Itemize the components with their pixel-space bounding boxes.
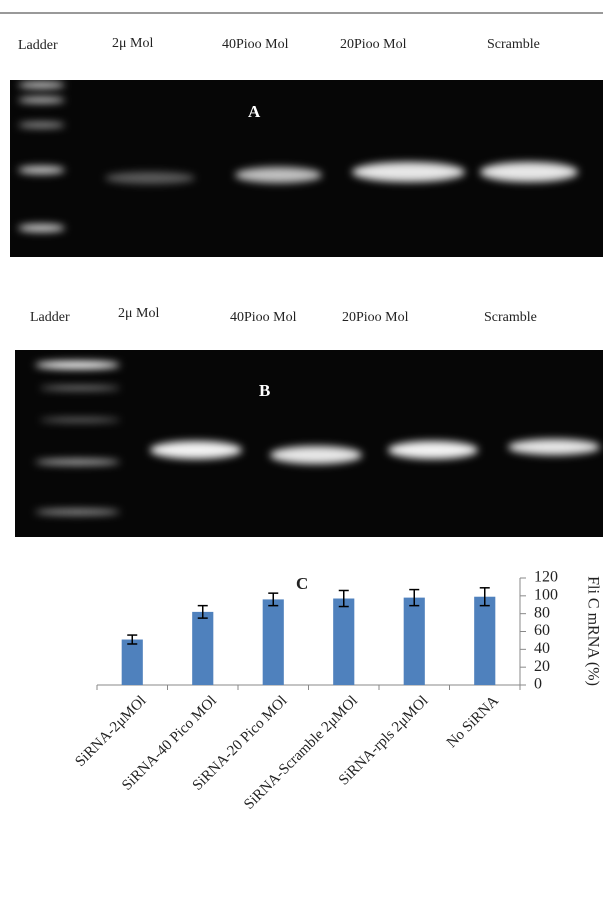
gel-band — [270, 446, 362, 464]
gel-band — [508, 439, 600, 455]
y-tick-label: 80 — [534, 604, 550, 621]
gel-band — [40, 386, 120, 390]
y-tick-label: 60 — [534, 622, 550, 639]
x-tick-label: No SiRNA — [444, 693, 502, 751]
gel-band — [352, 162, 465, 182]
panel-label: A — [248, 102, 261, 121]
lane-label: 2μ Mol — [118, 306, 159, 321]
gel-band — [235, 167, 322, 183]
gel-band — [105, 172, 195, 184]
gel-band — [480, 162, 578, 182]
y-tick-label: 0 — [534, 676, 542, 693]
bar — [333, 598, 355, 685]
y-tick-label: 40 — [534, 640, 550, 657]
x-tick-label: SiRNA-Scramble 2μMOl — [241, 693, 361, 813]
panel-label: C — [296, 574, 308, 593]
lane-label: Scramble — [487, 37, 540, 52]
bar — [474, 596, 496, 685]
lane-label: Ladder — [30, 310, 70, 325]
gel-band — [18, 166, 65, 174]
lane-label: 20Pioo Mol — [340, 37, 407, 52]
y-axis-label: Fli C mRNA (%) — [584, 576, 601, 686]
gel-band — [150, 441, 242, 459]
gel-band — [18, 122, 65, 128]
bar — [121, 639, 143, 685]
panel-label: B — [259, 381, 270, 400]
error-bar — [338, 589, 349, 608]
lane-label: 40Pioo Mol — [230, 310, 297, 325]
y-tick-label: 120 — [534, 569, 558, 586]
gel-band — [18, 82, 65, 88]
error-bar — [197, 604, 208, 619]
x-tick-label: SiRNA-2μMOl — [72, 693, 149, 770]
bar — [403, 597, 425, 685]
bar — [192, 611, 214, 685]
gel-band — [35, 459, 120, 465]
lane-label: 2μ Mol — [112, 36, 153, 51]
error-bar — [127, 634, 138, 645]
lane-label: Ladder — [18, 38, 58, 53]
gel-band — [35, 361, 120, 369]
gel-band — [18, 97, 65, 103]
lane-label: Scramble — [484, 310, 537, 325]
lane-label: 40Pioo Mol — [222, 37, 289, 52]
error-bar — [268, 592, 279, 607]
gel-band — [388, 441, 478, 459]
gel-band — [35, 509, 120, 515]
gel-band — [18, 224, 65, 232]
lane-label: 20Pioo Mol — [342, 310, 409, 325]
bar — [262, 599, 284, 685]
error-bar — [479, 587, 490, 607]
error-bar — [409, 588, 420, 607]
gel-b — [15, 350, 603, 537]
y-tick-label: 100 — [534, 587, 558, 604]
gel-bands — [18, 82, 600, 515]
gel-band — [40, 418, 120, 422]
y-tick-label: 20 — [534, 658, 550, 675]
